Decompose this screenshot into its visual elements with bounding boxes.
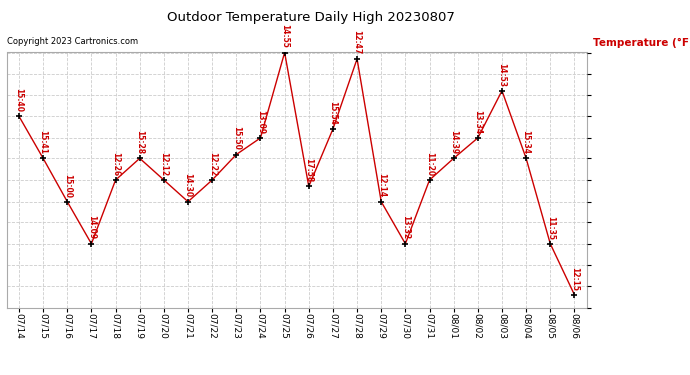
Text: 14:39: 14:39 [449, 130, 458, 154]
Text: 12:15: 12:15 [570, 267, 579, 291]
Text: 13:32: 13:32 [401, 216, 410, 240]
Text: 15:34: 15:34 [522, 130, 531, 154]
Text: Temperature (°F): Temperature (°F) [593, 38, 690, 48]
Text: Outdoor Temperature Daily High 20230807: Outdoor Temperature Daily High 20230807 [166, 11, 455, 24]
Text: 12:14: 12:14 [377, 173, 386, 198]
Text: 12:47: 12:47 [353, 30, 362, 55]
Text: 12:12: 12:12 [159, 152, 168, 176]
Text: 15:28: 15:28 [135, 130, 144, 154]
Text: 15:41: 15:41 [39, 130, 48, 154]
Text: 14:53: 14:53 [497, 63, 506, 87]
Text: 15:50: 15:50 [232, 126, 241, 150]
Text: Copyright 2023 Cartronics.com: Copyright 2023 Cartronics.com [7, 38, 138, 46]
Text: 12:22: 12:22 [208, 152, 217, 176]
Text: 14:30: 14:30 [184, 173, 193, 198]
Text: 13:09: 13:09 [256, 110, 265, 134]
Text: 14:09: 14:09 [87, 216, 96, 240]
Text: 12:26: 12:26 [111, 152, 120, 176]
Text: 14:55: 14:55 [280, 24, 289, 48]
Text: 11:20: 11:20 [425, 152, 434, 176]
Text: 15:40: 15:40 [14, 88, 23, 112]
Text: 17:58: 17:58 [304, 158, 313, 182]
Text: 15:54: 15:54 [328, 101, 337, 125]
Text: 11:35: 11:35 [546, 216, 555, 240]
Text: 13:34: 13:34 [473, 110, 482, 134]
Text: 15:00: 15:00 [63, 174, 72, 198]
